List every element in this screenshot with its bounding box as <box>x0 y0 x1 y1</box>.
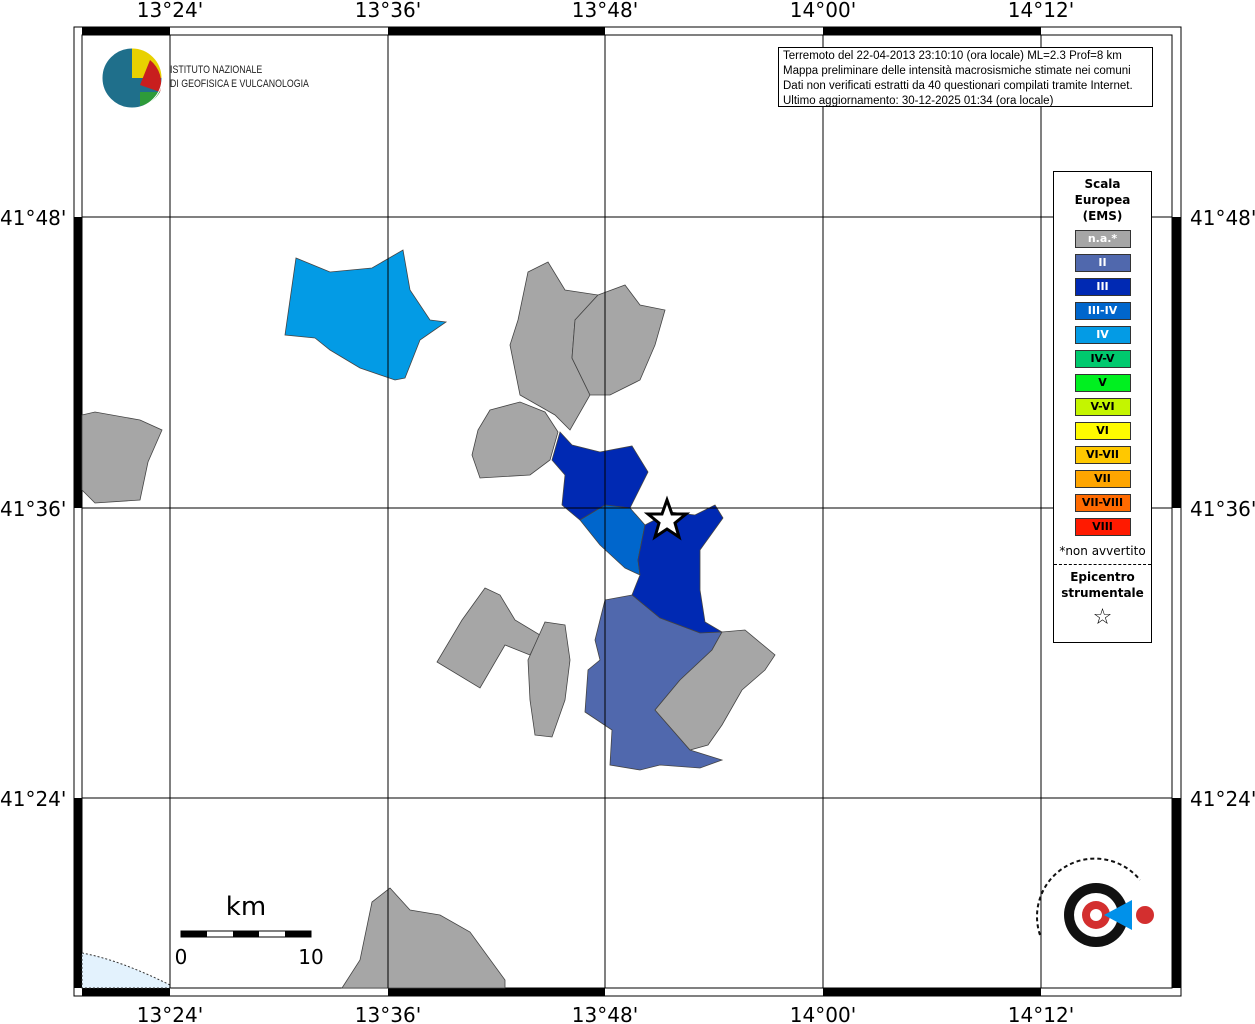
legend-swatch: IV <box>1074 326 1131 344</box>
info-line: Mappa preliminare delle intensità macros… <box>783 65 1131 77</box>
graticule <box>82 35 1172 988</box>
svg-text:13°48': 13°48' <box>572 0 638 22</box>
svg-text:14°00': 14°00' <box>790 0 856 22</box>
svg-text:41°48': 41°48' <box>1190 206 1255 230</box>
municipalities <box>81 249 776 989</box>
legend-swatch: VI <box>1074 422 1131 440</box>
svg-text:13°36': 13°36' <box>355 0 421 22</box>
lon-labels-bottom: 13°24' 13°36' 13°48' 14°00' 14°12' <box>137 1003 1074 1024</box>
svg-text:41°24': 41°24' <box>1190 787 1255 811</box>
svg-text:10: 10 <box>298 945 323 969</box>
legend-swatch: V-VI <box>1074 398 1131 416</box>
svg-text:14°00': 14°00' <box>790 1003 856 1024</box>
coast <box>81 952 171 989</box>
svg-text:km: km <box>226 892 266 922</box>
municipality-iv <box>284 249 448 381</box>
info-line: Dati non verificati estratti da 40 quest… <box>783 80 1133 92</box>
svg-text:41°36': 41°36' <box>1190 497 1255 521</box>
legend-note: *non avvertito <box>1059 544 1146 558</box>
frame-ticks <box>74 27 1181 996</box>
svg-text:13°36': 13°36' <box>355 1003 421 1024</box>
municipality-ii <box>584 594 724 771</box>
info-line: Terremoto del 22-04-2013 23:10:10 (ora l… <box>783 50 1122 62</box>
svg-text:14°12': 14°12' <box>1008 1003 1074 1024</box>
svg-text:41°48': 41°48' <box>0 206 66 230</box>
svg-text:41°24': 41°24' <box>0 787 66 811</box>
legend-swatch: VII-VIII <box>1074 494 1131 512</box>
info-line: Ultimo aggiornamento: 30-12-2025 01:34 (… <box>783 95 1054 107</box>
legend-swatch: V <box>1074 374 1131 392</box>
svg-text:13°24': 13°24' <box>137 1003 203 1024</box>
legend-swatch: n.a.* <box>1074 230 1131 248</box>
legend-swatch: II <box>1074 254 1131 272</box>
star-icon: ☆ <box>1092 605 1113 630</box>
svg-text:14°12': 14°12' <box>1008 0 1074 22</box>
intensity-legend: Scala Europea (EMS) n.a.* II III III-IV IV IV-V… <box>1053 171 1152 643</box>
legend-swatch: VI-VII <box>1074 446 1131 464</box>
svg-text:13°48': 13°48' <box>572 1003 638 1024</box>
svg-text:0: 0 <box>175 945 188 969</box>
ingv-globe-logo <box>101 47 163 109</box>
lat-labels: 41°48' 41°36' 41°24' 41°48' 41°36' 41°24… <box>0 206 1255 811</box>
event-info-box: Terremoto del 22-04-2013 23:10:10 (ora l… <box>778 47 1153 107</box>
svg-text:13°24': 13°24' <box>137 0 203 22</box>
epicentre-label: Epicentro strumentale <box>1061 570 1144 600</box>
legend-title: Scala Europea (EMS) <box>1074 177 1131 223</box>
svg-text:41°36': 41°36' <box>0 497 66 521</box>
legend-swatch: III <box>1074 278 1131 296</box>
legend-swatch: VIII <box>1074 518 1131 536</box>
hsit-logo <box>1036 857 1154 947</box>
scale-bar: km 0 10 <box>175 892 324 969</box>
epicentre-star-icon <box>643 495 691 541</box>
legend-swatch: VII <box>1074 470 1131 488</box>
ingv-logo-text: ISTITUTO NAZIONALE DI GEOFISICA E VULCAN… <box>170 64 309 90</box>
legend-swatch: IV-V <box>1074 350 1131 368</box>
legend-divider <box>1054 564 1151 565</box>
lon-labels-top: 13°24' 13°36' 13°48' 14°00' 14°12' <box>137 0 1074 22</box>
legend-swatch: III-IV <box>1074 302 1131 320</box>
